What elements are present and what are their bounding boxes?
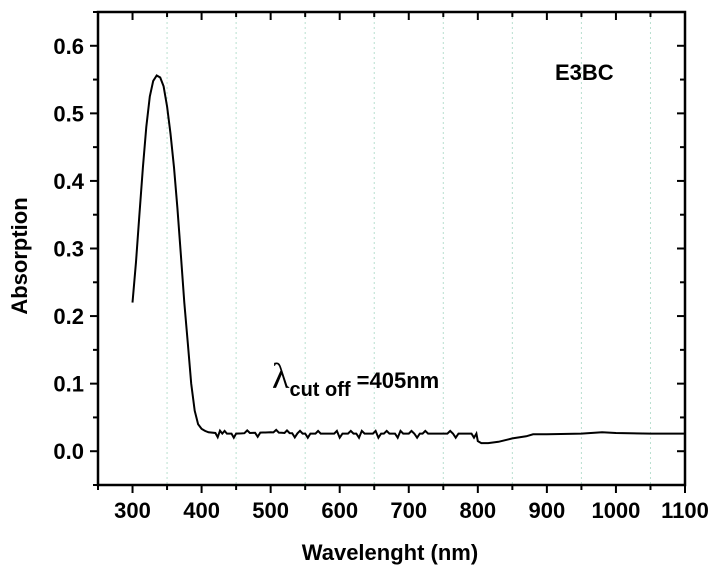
- x-axis-title: Wavelenght (nm): [302, 540, 478, 565]
- x-tick-labels: 300 400 500 600 700 800 900 1000 1100: [114, 498, 709, 523]
- series-legend-label: E3BC: [555, 60, 614, 85]
- x-tick-label: 400: [183, 498, 220, 523]
- y-tick-label: 0.6: [53, 34, 84, 59]
- y-tick-label: 0.0: [53, 439, 84, 464]
- y-tick-labels: 0.0 0.1 0.2 0.3 0.4 0.5 0.6: [53, 34, 84, 464]
- cutoff-annotation: λcut off =405nm: [272, 356, 439, 401]
- y-tick-label: 0.4: [53, 169, 84, 194]
- y-axis-title: Absorption: [7, 197, 32, 314]
- x-tick-label: 900: [529, 498, 566, 523]
- x-tick-label: 600: [321, 498, 358, 523]
- x-tick-label: 500: [252, 498, 289, 523]
- x-tick-label: 700: [390, 498, 427, 523]
- x-tick-label: 1000: [591, 498, 640, 523]
- y-tick-label: 0.1: [53, 372, 84, 397]
- grid-lines: [166, 12, 651, 485]
- cutoff-subscript: cut off: [289, 379, 350, 401]
- x-tick-label: 800: [459, 498, 496, 523]
- x-tick-label: 1100: [661, 498, 709, 523]
- y-tick-label: 0.2: [53, 304, 84, 329]
- x-tick-label: 300: [114, 498, 151, 523]
- axis-ticks: [90, 11, 686, 493]
- y-tick-label: 0.3: [53, 237, 84, 262]
- absorption-curve-e3bc: [131, 74, 685, 445]
- lambda-symbol: λ: [272, 356, 290, 396]
- cutoff-value: =405nm: [351, 368, 440, 393]
- y-tick-label: 0.5: [53, 101, 84, 126]
